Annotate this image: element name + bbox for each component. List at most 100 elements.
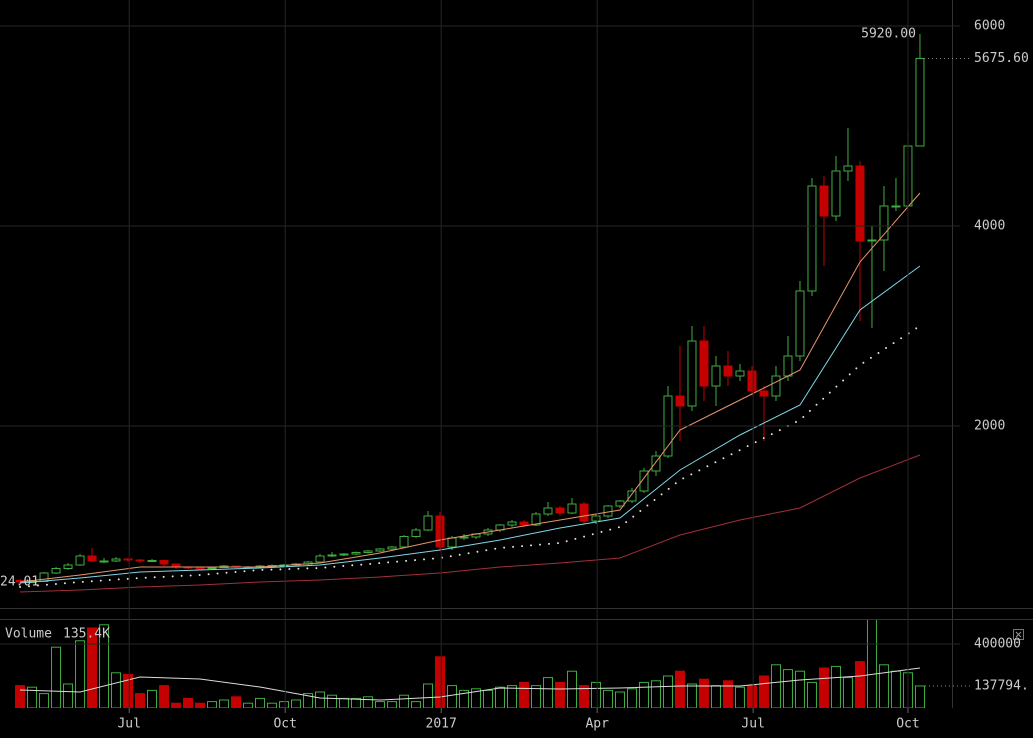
volume-bar bbox=[914, 685, 925, 708]
candle-body bbox=[627, 490, 637, 502]
volume-bar bbox=[494, 686, 505, 708]
x-tick-label: Jul bbox=[117, 717, 140, 732]
candle-body bbox=[51, 568, 61, 574]
candle-body bbox=[819, 185, 829, 217]
volume-bar bbox=[135, 693, 146, 708]
candle-body bbox=[747, 370, 757, 392]
candle-body bbox=[687, 340, 697, 407]
candle-body bbox=[63, 564, 73, 569]
candle-body bbox=[843, 165, 853, 172]
candle-body bbox=[867, 239, 877, 242]
volume-bar bbox=[339, 697, 350, 708]
volume-bar bbox=[890, 670, 901, 708]
candle-body bbox=[447, 537, 457, 548]
volume-bar bbox=[39, 693, 50, 708]
volume-bar bbox=[842, 677, 853, 708]
volume-bar bbox=[866, 620, 877, 708]
volume-pane bbox=[15, 620, 925, 708]
candle-body bbox=[411, 529, 421, 537]
volume-bar bbox=[387, 701, 398, 708]
volume-bar bbox=[722, 680, 733, 708]
high-label: 5920.00 bbox=[861, 27, 916, 42]
close-icon[interactable] bbox=[1015, 631, 1022, 638]
volume-bar bbox=[423, 683, 434, 708]
candle-body bbox=[147, 560, 157, 562]
moving-average bbox=[19, 265, 921, 584]
left-label: 24.01 bbox=[0, 575, 39, 590]
volume-bar bbox=[375, 701, 386, 708]
candle-body bbox=[39, 572, 49, 582]
volume-bar bbox=[399, 694, 410, 708]
candle-body bbox=[351, 552, 361, 555]
volume-bar bbox=[15, 685, 26, 708]
candle-body bbox=[207, 567, 217, 569]
candle-body bbox=[99, 560, 109, 563]
volume-bar bbox=[315, 691, 326, 708]
volume-bar bbox=[447, 685, 458, 708]
volume-bar bbox=[674, 670, 685, 708]
y-tick-label: 4000 bbox=[974, 219, 1005, 234]
candle-body bbox=[723, 365, 733, 377]
price-pane bbox=[15, 34, 925, 593]
volume-bar bbox=[806, 681, 817, 708]
candle-body bbox=[339, 553, 349, 556]
x-tick-label: Oct bbox=[273, 717, 296, 732]
volume-bar bbox=[878, 664, 889, 708]
candle-body bbox=[579, 503, 589, 522]
candle-body bbox=[459, 536, 469, 539]
candle-body bbox=[519, 521, 529, 526]
volume-bar bbox=[698, 678, 709, 708]
candle-body bbox=[711, 365, 721, 387]
volume-bar bbox=[686, 683, 697, 708]
y-tick-label: 400000 bbox=[974, 637, 1021, 652]
volume-bar bbox=[123, 673, 134, 708]
last-price-label: 5675.60 bbox=[974, 51, 1029, 66]
candle-body bbox=[891, 205, 901, 208]
volume-bar bbox=[363, 696, 374, 708]
moving-average bbox=[19, 192, 921, 583]
candle-body bbox=[879, 205, 889, 241]
candle-body bbox=[327, 554, 337, 557]
volume-bar bbox=[614, 691, 625, 708]
volume-bar bbox=[27, 686, 38, 708]
x-tick-label: Apr bbox=[585, 717, 609, 732]
candle-body bbox=[783, 355, 793, 377]
volume-bar bbox=[111, 672, 122, 708]
volume-bar bbox=[482, 689, 493, 708]
volume-bar bbox=[351, 697, 362, 708]
volume-bar bbox=[183, 697, 194, 708]
volume-bar bbox=[303, 693, 314, 708]
volume-bar bbox=[530, 685, 541, 708]
volume-bar bbox=[554, 681, 565, 708]
volume-bar bbox=[518, 681, 529, 708]
x-tick-label: Oct bbox=[896, 717, 919, 732]
candle-body bbox=[375, 548, 385, 552]
volume-bar bbox=[770, 664, 781, 708]
candle-body bbox=[387, 546, 397, 550]
volume-bar bbox=[243, 702, 254, 708]
volume-bar bbox=[650, 680, 661, 708]
last-volume-label: 137794. bbox=[974, 678, 1029, 693]
volume-bar bbox=[255, 697, 266, 708]
volume-bar bbox=[854, 661, 865, 708]
candle-body bbox=[543, 507, 553, 515]
candle-body bbox=[603, 505, 613, 517]
moving-average bbox=[20, 454, 921, 593]
y-tick-label: 2000 bbox=[974, 419, 1005, 434]
volume-bar bbox=[459, 689, 470, 708]
volume-bar bbox=[63, 683, 74, 708]
x-tick-label: 2017 bbox=[426, 717, 457, 732]
candle-body bbox=[639, 470, 649, 492]
candle-body bbox=[699, 340, 709, 387]
close-button[interactable] bbox=[1013, 629, 1024, 640]
candle-body bbox=[135, 559, 145, 562]
volume-bar bbox=[87, 627, 98, 708]
candle-body bbox=[831, 170, 841, 217]
volume-bar bbox=[638, 681, 649, 708]
candle-body bbox=[195, 567, 205, 570]
volume-bar bbox=[758, 675, 769, 708]
volume-bar bbox=[327, 694, 338, 708]
volume-bar bbox=[662, 675, 673, 708]
candle-body bbox=[159, 560, 169, 565]
volume-bar bbox=[207, 701, 218, 708]
